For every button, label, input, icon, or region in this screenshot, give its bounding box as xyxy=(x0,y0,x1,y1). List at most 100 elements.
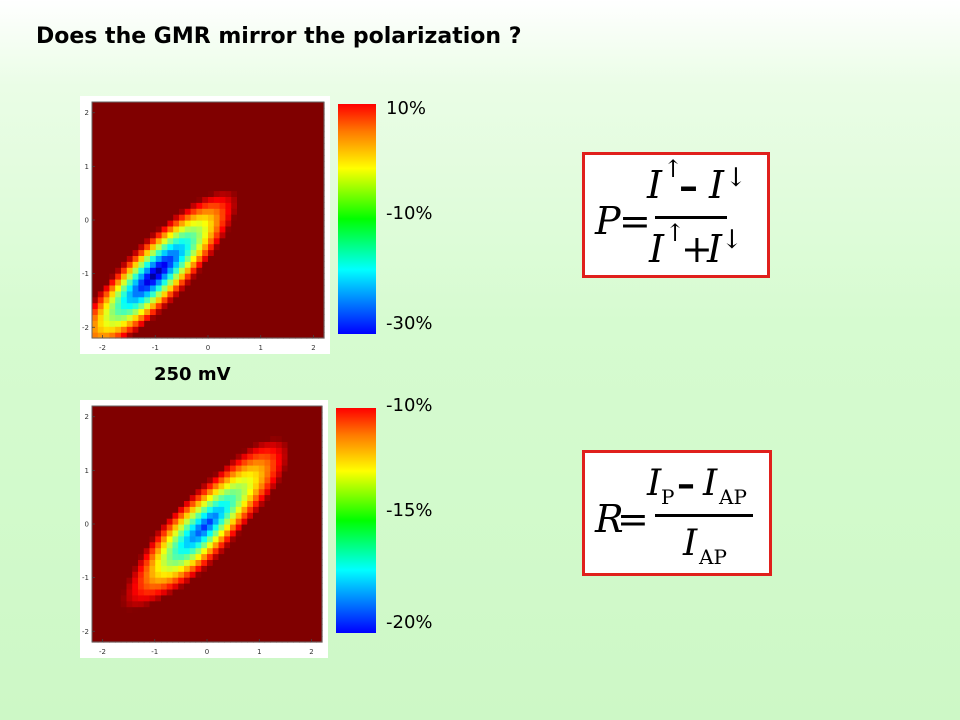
heatmap-cell xyxy=(258,453,266,460)
heatmap-cell xyxy=(276,618,283,625)
heatmap-cell xyxy=(270,512,277,519)
heatmap-cell xyxy=(121,184,128,192)
heatmap-cell xyxy=(281,529,289,537)
heatmap-cell xyxy=(283,320,290,327)
heatmap-cell xyxy=(237,214,244,221)
heatmap-cell xyxy=(173,102,180,109)
heatmap-cell xyxy=(138,302,145,310)
heatmap-cell xyxy=(161,547,168,555)
heatmap-cell xyxy=(254,208,261,215)
heatmap-cell xyxy=(103,630,110,637)
heatmap-cell xyxy=(121,107,128,115)
heatmap-cell xyxy=(318,284,325,292)
heatmap-cell xyxy=(109,149,116,156)
heatmap-cell xyxy=(126,406,133,413)
heatmap-cell xyxy=(103,166,110,174)
heatmap-cell xyxy=(155,506,162,513)
heatmap-cell xyxy=(92,600,99,608)
heatmap-cell xyxy=(178,577,185,584)
heatmap-cell xyxy=(161,441,168,448)
heatmap-cell xyxy=(150,125,157,133)
heatmap-cell xyxy=(224,488,231,496)
heatmap-cell xyxy=(149,529,156,537)
heatmap-cell xyxy=(202,137,209,144)
heatmap-cell xyxy=(161,320,168,327)
heatmap-cell xyxy=(258,636,266,643)
heatmap-cell xyxy=(271,314,279,321)
heatmap-cell xyxy=(150,326,157,333)
heatmap-cell xyxy=(247,571,254,578)
heatmap-cell xyxy=(277,161,284,168)
heatmap-cell xyxy=(207,411,214,419)
heatmap-cell xyxy=(231,273,238,280)
heatmap-cell xyxy=(237,178,244,186)
heatmap-cell xyxy=(306,178,313,186)
heatmap-cell xyxy=(184,208,192,215)
heatmap-cell xyxy=(126,541,133,549)
heatmap-cell xyxy=(173,131,180,138)
heatmap-cell xyxy=(201,417,208,425)
heatmap-cell xyxy=(190,279,197,286)
heatmap-cell xyxy=(173,208,180,215)
heatmap-cell xyxy=(115,172,122,180)
heatmap-cell xyxy=(270,594,277,602)
heatmap-cell xyxy=(248,326,255,333)
heatmap-cell xyxy=(318,119,325,127)
heatmap-cell xyxy=(144,320,151,327)
heatmap-cell xyxy=(179,113,186,121)
heatmap-cell xyxy=(138,296,145,304)
heatmap-cell xyxy=(97,583,105,590)
heatmap-cell xyxy=(178,512,185,519)
heatmap-cell xyxy=(121,249,128,256)
heatmap-cell xyxy=(138,279,145,286)
heatmap-cell xyxy=(92,512,99,519)
heatmap-cell xyxy=(212,447,220,454)
heatmap-cell xyxy=(138,459,145,466)
heatmap-cell xyxy=(300,184,308,192)
heatmap-cell xyxy=(121,302,128,310)
heatmap-cell xyxy=(281,600,289,608)
heatmap-cell xyxy=(115,255,122,262)
heatmap-cell xyxy=(218,482,225,490)
heatmap-cell xyxy=(237,279,244,286)
heatmap-cell xyxy=(318,161,325,168)
heatmap-cell xyxy=(316,429,323,437)
heatmap-cell xyxy=(306,119,313,127)
heatmap-cell xyxy=(120,594,128,602)
heatmap-cell xyxy=(241,411,248,419)
heatmap-cell xyxy=(92,261,99,268)
heatmap-cell xyxy=(289,225,296,233)
heatmap-cell xyxy=(190,308,197,315)
heatmap-cell xyxy=(230,482,237,490)
heatmap-cell xyxy=(126,279,134,286)
heatmap-cell xyxy=(230,588,237,596)
heatmap-cell xyxy=(184,541,191,549)
y-tick-label: 0 xyxy=(85,521,89,529)
heatmap-cell xyxy=(264,565,271,572)
heatmap-cell xyxy=(143,529,151,537)
heatmap-cell xyxy=(289,261,296,268)
heatmap-cell xyxy=(109,255,116,262)
heatmap-cell xyxy=(115,208,122,215)
heatmap-cell xyxy=(155,577,162,584)
heatmap-cell xyxy=(189,417,197,425)
heatmap-cell xyxy=(97,296,105,304)
heatmap-cell xyxy=(103,512,110,519)
heatmap-cell xyxy=(97,459,105,466)
heatmap-cell xyxy=(149,476,156,484)
heatmap-cell xyxy=(213,143,221,150)
heatmap-cell xyxy=(109,290,116,298)
heatmap-cell xyxy=(218,524,225,531)
heatmap-cell xyxy=(167,119,174,127)
heatmap-cell xyxy=(149,435,156,442)
heatmap-cell xyxy=(237,249,244,256)
heatmap-cell xyxy=(264,423,271,431)
heatmap-cell xyxy=(276,506,283,513)
slide-title: Does the GMR mirror the polarization ? xyxy=(36,24,522,49)
heatmap-cell xyxy=(237,314,244,321)
heatmap-cell xyxy=(254,332,261,339)
heatmap-cell xyxy=(248,107,255,115)
heatmap-cell xyxy=(283,267,290,274)
heatmap-cell xyxy=(190,314,197,321)
heatmap-cell xyxy=(258,500,266,507)
